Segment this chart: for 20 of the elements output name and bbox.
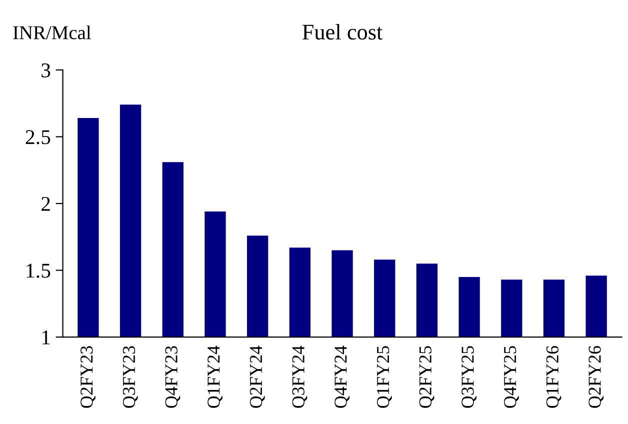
x-tick-label: Q4FY24 (334, 346, 350, 408)
x-tick-label: Q1FY26 (546, 346, 562, 408)
x-tick-label: Q2FY26 (588, 346, 604, 408)
x-tick-label: Q2FY23 (80, 346, 96, 408)
y-tick-label: 1.5 (26, 264, 50, 278)
y-tick-label: 2 (41, 196, 50, 211)
x-tick-label: Q4FY23 (165, 346, 180, 408)
y-tick-label: 1 (42, 330, 50, 344)
x-tick-label: Q2FY25 (419, 346, 434, 408)
x-tick-label: Q1FY25 (376, 346, 392, 408)
x-tick-label: Q1FY24 (208, 346, 223, 408)
y-axis-title: INR/Mcal (13, 26, 91, 40)
x-tick-label: Q4FY25 (504, 346, 519, 408)
y-tick-label: 2.5 (26, 130, 50, 144)
y-tick-label: 3 (42, 63, 50, 78)
x-tick-label: Q2FY24 (250, 346, 265, 408)
x-tick-label: Q3FY24 (292, 346, 308, 408)
chart-title: Fuel cost (302, 24, 383, 40)
x-tick-label: Q3FY23 (122, 346, 138, 408)
x-tick-label: Q3FY25 (462, 346, 477, 408)
